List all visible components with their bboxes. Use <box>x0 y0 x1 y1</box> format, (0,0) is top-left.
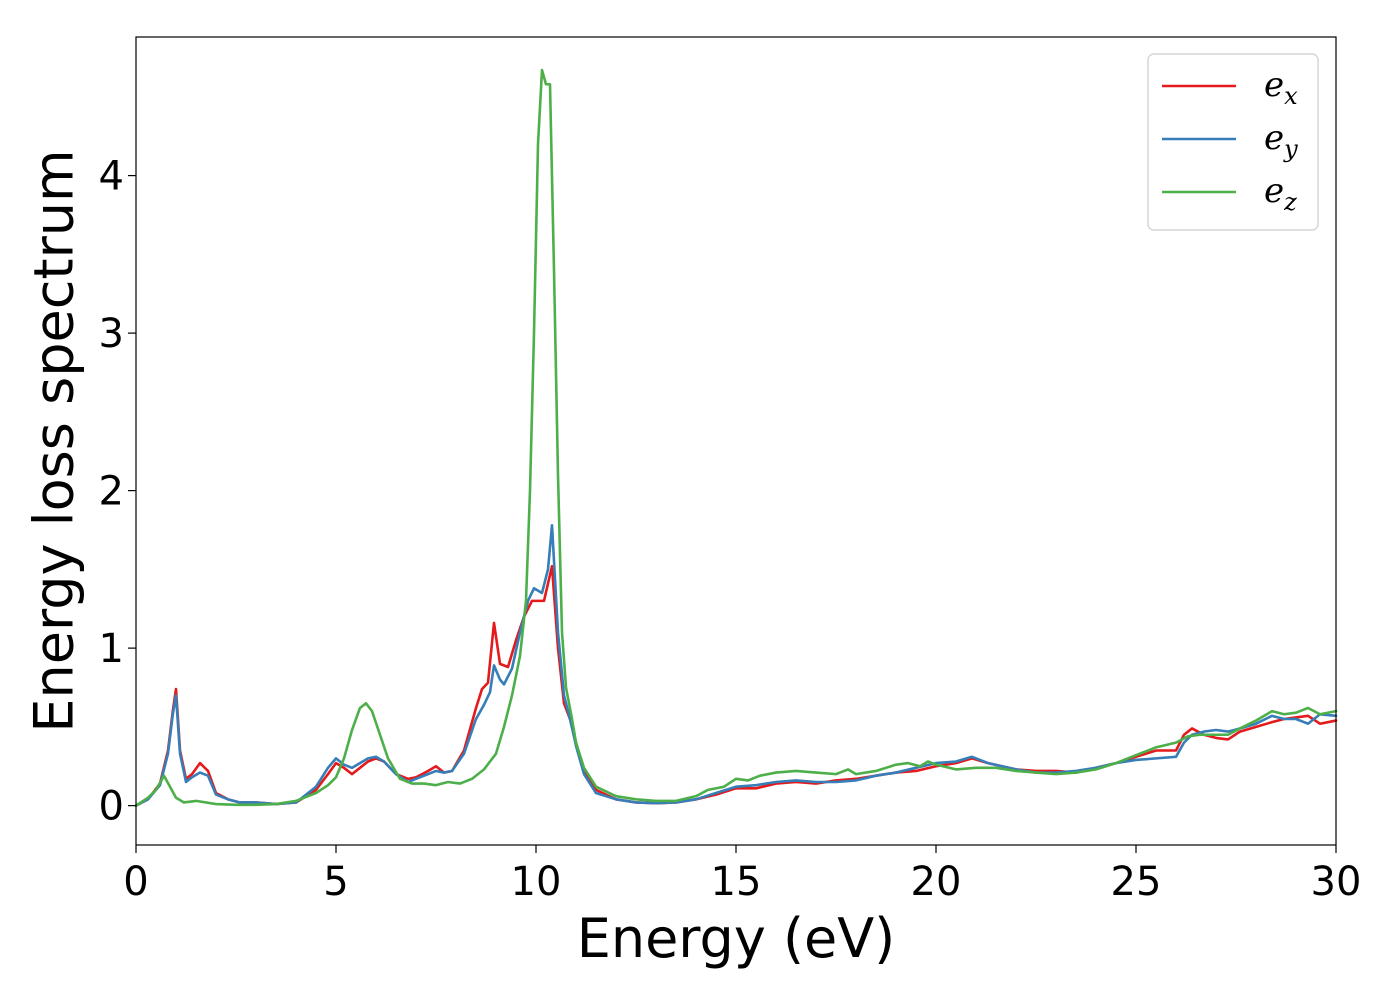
legend-label-subscript: z <box>1283 188 1297 216</box>
x-tick-label: 10 <box>511 859 562 905</box>
legend-label-base: e <box>1264 118 1284 158</box>
legend-label-base: e <box>1264 65 1284 105</box>
legend-label-e_y: ey <box>1264 118 1298 163</box>
series-line-e_z <box>134 68 1338 807</box>
y-tick-label: 4 <box>99 154 124 200</box>
x-tick-label: 25 <box>1111 859 1162 905</box>
y-tick-label: 0 <box>99 784 124 830</box>
x-axis-title: Energy (eV) <box>577 907 896 970</box>
x-tick-label: 20 <box>911 859 962 905</box>
legend-label-e_x: ex <box>1264 65 1298 110</box>
y-axis-ticks: 0 1 2 3 4 <box>99 154 136 830</box>
y-tick-label: 1 <box>99 626 124 672</box>
legend-label-subscript: x <box>1284 82 1298 110</box>
y-tick-label: 3 <box>99 311 124 357</box>
y-tick-label: 2 <box>99 469 124 515</box>
legend-box <box>1147 53 1319 231</box>
series-layer <box>134 68 1338 807</box>
y-axis-title: Energy loss spectrum <box>23 149 86 732</box>
x-tick-label: 30 <box>1311 859 1362 905</box>
x-tick-label: 0 <box>123 859 148 905</box>
x-axis-ticks: 0 5 10 15 20 25 30 <box>123 845 1361 905</box>
legend-label-subscript: y <box>1283 135 1298 163</box>
legend-label-e_z: ez <box>1264 171 1297 216</box>
legend-label-base: e <box>1264 171 1284 211</box>
x-tick-label: 5 <box>323 859 348 905</box>
x-tick-label: 15 <box>711 859 762 905</box>
